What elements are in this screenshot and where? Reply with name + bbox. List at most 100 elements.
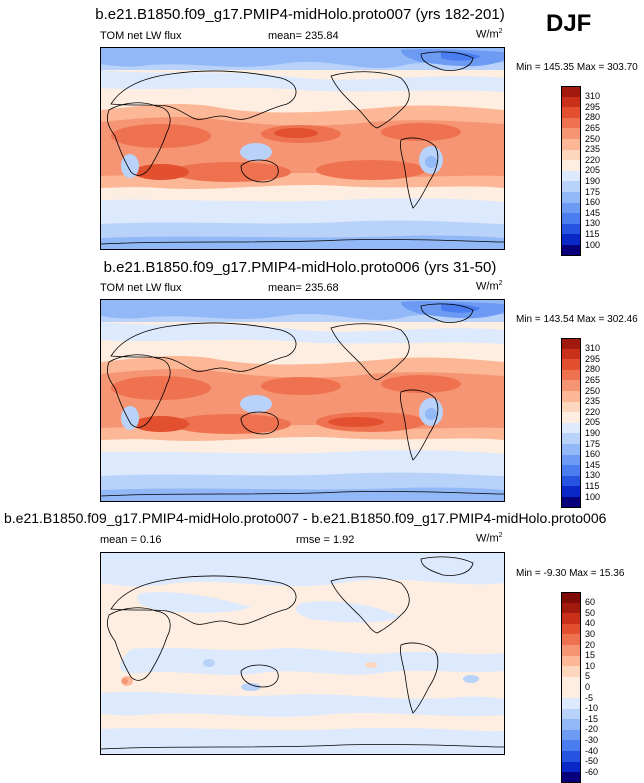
panel2-coast-namerica xyxy=(330,323,410,381)
colorbar-swatch xyxy=(561,613,581,624)
panel1-coast-eurasia xyxy=(110,70,297,120)
colorbar-tick-label: 265 xyxy=(585,374,601,385)
panel3-coastlines xyxy=(101,556,504,750)
panel2-coast-africa xyxy=(107,354,171,428)
colorbar-tick-label: 175 xyxy=(585,186,601,197)
panel3-units: W/m2 xyxy=(476,532,503,545)
panel3-coast-namerica xyxy=(330,576,410,634)
panel2-africa-arabia-warm xyxy=(111,376,211,400)
colorbar-tick-label: 10 xyxy=(585,660,596,671)
panel2-antarctic-core xyxy=(101,487,504,501)
colorbar-tick-label: -10 xyxy=(585,703,599,714)
panel2-amazon-core xyxy=(425,408,437,420)
colorbar-swatch xyxy=(561,86,581,97)
panel3-tropical-cool xyxy=(120,647,504,675)
panel2-coast-samerica xyxy=(400,389,439,461)
colorbar-swatch xyxy=(561,202,581,214)
colorbar-tick-label: 40 xyxy=(585,618,596,629)
colorbar-tick-label: 100 xyxy=(585,491,601,502)
colorbar-tick-label: 250 xyxy=(585,385,601,396)
colorbar-swatch xyxy=(561,380,581,391)
colorbar-swatch xyxy=(561,687,581,698)
panel2-coast-australia xyxy=(240,411,279,435)
colorbar-tick-label: 310 xyxy=(585,91,601,102)
panel1-coast-samerica xyxy=(400,137,439,209)
panel3-arctic-cool xyxy=(101,553,504,587)
panel1-variable: TOM net LW flux xyxy=(100,30,182,42)
panel1-nh-mid xyxy=(101,70,504,92)
colorbar-swatch xyxy=(561,772,581,783)
colorbar-swatch xyxy=(561,644,581,656)
colorbar-tick-label: -20 xyxy=(585,724,599,735)
colorbar-swatch xyxy=(561,719,581,730)
colorbar-swatch xyxy=(561,96,581,108)
colorbar-swatch xyxy=(561,454,581,466)
panel1-antarctic-core xyxy=(101,235,504,249)
colorbar-swatch xyxy=(561,107,581,118)
panel2-pacific-nh-warm xyxy=(261,377,341,395)
colorbar-tick-label: 190 xyxy=(585,175,601,186)
panel3-antarctic-cool xyxy=(101,727,504,754)
colorbar-swatch xyxy=(561,181,581,192)
colorbar-swatch xyxy=(561,138,581,150)
panel3-colorbar xyxy=(561,592,581,783)
colorbar-tick-label: 310 xyxy=(585,343,601,354)
panel3-map-svg xyxy=(101,553,504,754)
panel1-atlantic-warm xyxy=(381,123,461,141)
panel1-coastlines xyxy=(101,51,504,245)
colorbar-swatch xyxy=(561,761,581,773)
colorbar-tick-label: 115 xyxy=(585,228,600,239)
colorbar-tick-label: 160 xyxy=(585,197,601,208)
panel3-cool-spot-1 xyxy=(203,659,215,667)
panel2-sh-hot-africa xyxy=(133,416,189,432)
panel1-mean: mean= 235.84 xyxy=(268,30,339,42)
panel2-coast-eurasia xyxy=(110,322,297,372)
colorbar-tick-label: 100 xyxy=(585,239,601,250)
colorbar-tick-label: 0 xyxy=(585,681,591,692)
panel1-coast-africa xyxy=(107,102,171,176)
panel3-rmse: rmse = 1.92 xyxy=(296,534,355,546)
colorbar-swatch xyxy=(561,369,581,381)
panel3-coast-africa xyxy=(107,607,171,681)
colorbar-swatch xyxy=(561,465,581,476)
colorbar-swatch xyxy=(561,433,581,444)
colorbar-swatch xyxy=(561,191,581,203)
colorbar-tick-label: 175 xyxy=(585,438,601,449)
panel1-africa-cold xyxy=(121,154,139,178)
colorbar-swatch xyxy=(561,401,581,413)
colorbar-tick-label: 145 xyxy=(585,459,601,470)
colorbar-swatch xyxy=(561,160,581,171)
panel1-sh-hot-africa xyxy=(133,164,189,180)
panel1-coast-namerica xyxy=(330,71,410,129)
colorbar-swatch xyxy=(561,623,581,635)
panel3-coast-samerica xyxy=(400,642,439,714)
colorbar-tick-label: -60 xyxy=(585,766,599,777)
colorbar-swatch xyxy=(561,128,581,139)
colorbar-tick-label: 15 xyxy=(585,650,596,661)
colorbar-swatch xyxy=(561,655,581,667)
colorbar-tick-label: -50 xyxy=(585,756,599,767)
colorbar-tick-label: 60 xyxy=(585,597,596,608)
colorbar-tick-label: 250 xyxy=(585,133,601,144)
colorbar-swatch xyxy=(561,486,581,497)
colorbar-swatch xyxy=(561,234,581,245)
panel3-cool-spot-3 xyxy=(463,675,479,683)
panel3-coast-antarctica xyxy=(101,744,504,750)
panel2-variable: TOM net LW flux xyxy=(100,282,182,294)
colorbar-tick-label: 280 xyxy=(585,112,601,123)
colorbar-swatch xyxy=(561,729,581,741)
panel2-coastlines xyxy=(101,303,504,497)
panel2-map xyxy=(100,299,505,502)
colorbar-swatch xyxy=(561,666,581,677)
panel2-maritime-cold xyxy=(240,395,272,413)
colorbar-swatch xyxy=(561,149,581,161)
colorbar-tick-label: 160 xyxy=(585,449,601,460)
colorbar-tick-label: 220 xyxy=(585,406,601,417)
panel3-minmax: Min = -9.30 Max = 15.36 xyxy=(516,568,625,579)
colorbar-swatch xyxy=(561,708,581,720)
panel1-map xyxy=(100,47,505,250)
colorbar-tick-label: -15 xyxy=(585,713,599,724)
panel2-coast-antarctica xyxy=(101,491,504,497)
panel3-warm-core-africa xyxy=(122,678,128,684)
panel2-units: W/m2 xyxy=(476,280,503,293)
